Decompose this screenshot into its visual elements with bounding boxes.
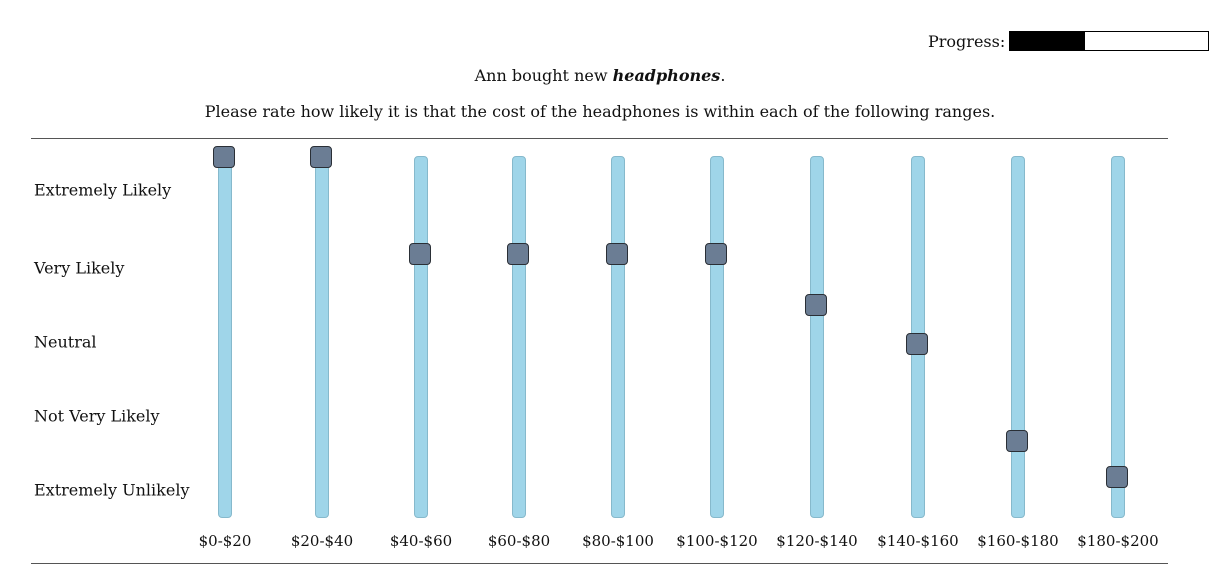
scale-label-very-likely: Very Likely	[34, 258, 125, 278]
scenario-text-after: .	[720, 66, 726, 85]
range-label-80-100: $80-$100	[582, 532, 654, 550]
slider-handle[interactable]	[906, 333, 928, 356]
range-label-0-20: $0-$20	[198, 532, 252, 550]
slider-120-140[interactable]	[805, 156, 827, 518]
bottom-divider	[31, 563, 1168, 564]
slider-handle[interactable]	[606, 243, 628, 266]
range-label-100-120: $100-$120	[676, 532, 758, 550]
slider-track[interactable]	[611, 156, 625, 518]
question-text: Please rate how likely it is that the co…	[204, 102, 996, 121]
slider-handle[interactable]	[409, 243, 431, 266]
slider-track[interactable]	[1011, 156, 1025, 518]
slider-track[interactable]	[810, 156, 824, 518]
progress-label: Progress:	[928, 31, 1006, 51]
scenario-text: Ann bought new headphones.	[0, 66, 1200, 85]
slider-track[interactable]	[218, 156, 232, 518]
progress-indicator: Progress:	[928, 31, 1210, 51]
progress-bar	[1009, 31, 1210, 51]
slider-track[interactable]	[1111, 156, 1125, 518]
slider-track[interactable]	[512, 156, 526, 518]
top-divider	[31, 138, 1168, 139]
slider-handle[interactable]	[1006, 430, 1028, 453]
slider-60-80[interactable]	[507, 156, 529, 518]
slider-100-120[interactable]	[705, 156, 727, 518]
scale-label-not-very-likely: Not Very Likely	[34, 406, 160, 426]
slider-handle[interactable]	[1106, 466, 1128, 489]
range-label-120-140: $120-$140	[776, 532, 858, 550]
slider-handle[interactable]	[705, 243, 727, 266]
slider-160-180[interactable]	[1006, 156, 1028, 518]
slider-handle[interactable]	[310, 146, 332, 168]
scenario-text-before: Ann bought new	[474, 66, 613, 85]
range-label-60-80: $60-$80	[487, 532, 551, 550]
scale-label-neutral: Neutral	[34, 332, 97, 352]
slider-handle[interactable]	[805, 293, 827, 316]
range-label-40-60: $40-$60	[389, 532, 453, 550]
range-label-180-200: $180-$200	[1077, 532, 1159, 550]
range-label-160-180: $160-$180	[977, 532, 1059, 550]
progress-fill	[1010, 32, 1086, 50]
slider-0-20[interactable]	[213, 146, 235, 518]
slider-track[interactable]	[315, 156, 329, 518]
scale-label-extremely-unlikely: Extremely Unlikely	[34, 480, 190, 500]
slider-track[interactable]	[414, 156, 428, 518]
slider-20-40[interactable]	[310, 146, 332, 518]
slider-handle[interactable]	[213, 146, 235, 168]
scale-label-extremely-likely: Extremely Likely	[34, 180, 172, 200]
slider-140-160[interactable]	[906, 156, 928, 518]
slider-80-100[interactable]	[606, 156, 628, 518]
range-label-20-40: $20-$40	[290, 532, 354, 550]
scenario-item: headphones	[612, 66, 721, 85]
slider-180-200[interactable]	[1106, 156, 1128, 518]
slider-40-60[interactable]	[409, 156, 431, 518]
slider-handle[interactable]	[507, 243, 529, 266]
range-label-140-160: $140-$160	[877, 532, 959, 550]
slider-track[interactable]	[710, 156, 724, 518]
